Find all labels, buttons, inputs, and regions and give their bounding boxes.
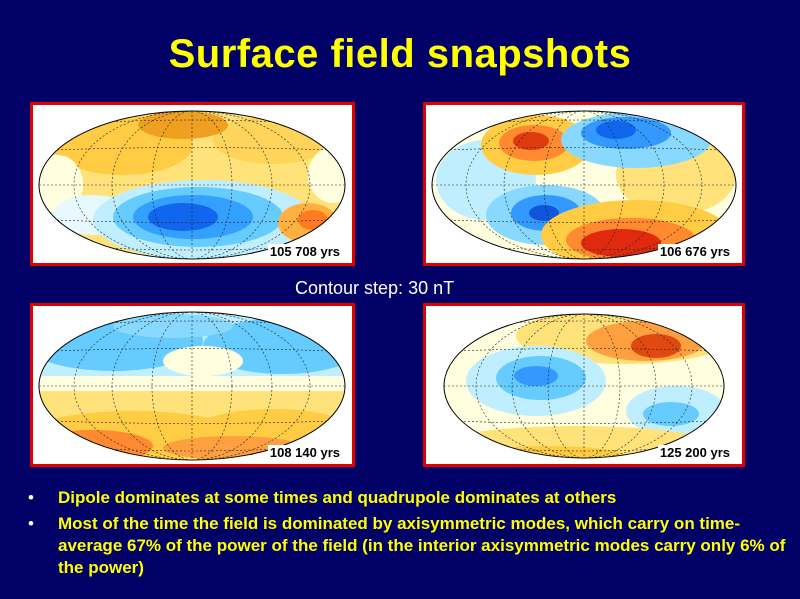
- map-time-label: 105 708 yrs: [267, 244, 342, 259]
- map-time-label: 106 676 yrs: [657, 244, 732, 259]
- bullet-icon: •: [28, 488, 34, 507]
- map-panel-4: 125 200 yrs: [423, 303, 745, 467]
- bullet-list: • Dipole dominates at some times and qua…: [28, 487, 788, 583]
- bullet-text: Dipole dominates at some times and quadr…: [58, 488, 617, 507]
- field-map-4: [443, 313, 725, 459]
- field-map-2: [431, 110, 737, 260]
- map-panel-2: 106 676 yrs: [423, 102, 745, 266]
- contour-step-label: Contour step: 30 nT: [295, 278, 455, 298]
- bullet-item: • Dipole dominates at some times and qua…: [28, 487, 788, 509]
- bullet-icon: •: [28, 514, 34, 533]
- map-time-label: 108 140 yrs: [267, 445, 342, 460]
- bullet-item: • Most of the time the field is dominate…: [28, 513, 788, 579]
- field-map-1: [38, 110, 346, 260]
- field-map-3: [38, 311, 346, 461]
- bullet-text: Most of the time the field is dominated …: [58, 514, 786, 577]
- map-time-label: 125 200 yrs: [657, 445, 732, 460]
- slide-title: Surface field snapshots: [168, 32, 632, 76]
- map-panel-3: 108 140 yrs: [30, 303, 355, 467]
- map-panel-1: 105 708 yrs: [30, 102, 355, 266]
